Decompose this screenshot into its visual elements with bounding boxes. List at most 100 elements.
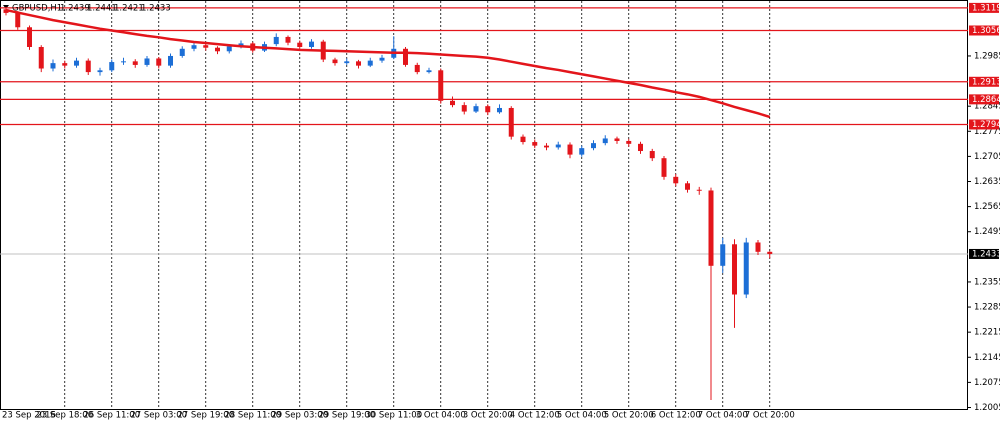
candle-body (661, 158, 667, 177)
candle-body (497, 107, 502, 113)
header-close: 1.2433 (141, 4, 171, 14)
x-tick-label: 26 Sep 11:00 (83, 411, 140, 421)
moving-average (5, 8, 771, 119)
x-tick-label: 7 Oct 04:00 (698, 411, 748, 421)
header-high: 1.2441 (87, 4, 117, 14)
candle-body (238, 43, 244, 47)
x-tick-label: 23 Sep 2016 (2, 411, 56, 421)
candle-body (696, 189, 702, 191)
candle-body (344, 61, 350, 64)
candle-body (285, 36, 291, 43)
level-label-box (969, 94, 999, 105)
candle-body (132, 61, 138, 65)
y-tick-label: 1.2355 (974, 277, 1000, 287)
candle-body (379, 57, 385, 61)
candle-body (50, 63, 56, 69)
candle-body (473, 106, 479, 112)
x-tick-label: 4 Oct 12:00 (510, 411, 560, 421)
y-tick-label: 1.2075 (974, 378, 1000, 388)
level-label: 1.2794 (972, 120, 1000, 130)
candle-body (544, 145, 549, 148)
candle-body (215, 47, 220, 52)
level-label-box (969, 76, 999, 87)
candle-body (602, 138, 608, 144)
level-label: 1.2864 (972, 95, 1000, 105)
price-label: 1.2433 (972, 249, 1000, 259)
y-tick-label: 1.2145 (974, 353, 1000, 363)
candle-body (297, 42, 303, 47)
y-tick-label: 1.2285 (974, 303, 1000, 313)
candle-body (109, 62, 115, 71)
candle-body (403, 48, 408, 65)
candle-body (579, 148, 585, 155)
x-tick-label: 5 Oct 20:00 (604, 411, 654, 421)
candle-body (15, 12, 21, 28)
candle-body (732, 244, 737, 295)
y-tick-label: 1.2005 (974, 403, 1000, 413)
plot-frame (0, 0, 968, 410)
candle-body (555, 144, 561, 148)
candle-body (121, 61, 126, 63)
candle-body (767, 251, 773, 254)
candle-body (743, 242, 749, 295)
y-tick-label: 1.2775 (974, 127, 1000, 137)
x-tick-label: 29 Sep 03:00 (271, 411, 328, 421)
candle-body (273, 36, 279, 45)
price-label-box (969, 248, 999, 259)
header-open: 1.2439 (60, 4, 90, 14)
candle-body (168, 55, 173, 66)
candle-body (367, 60, 373, 66)
x-tick-label: 6 Oct 12:00 (651, 411, 701, 421)
candle-body (97, 70, 103, 73)
candle-body (438, 70, 444, 101)
candle-body (226, 46, 232, 52)
candle-body (685, 183, 690, 190)
candle-body (38, 46, 44, 69)
candle-body (532, 142, 538, 146)
candle-body (567, 144, 573, 155)
x-tick-label: 30 Sep 11:00 (365, 411, 422, 421)
x-tick-label: 3 Oct 04:00 (416, 411, 466, 421)
y-tick-label: 1.2565 (974, 202, 1000, 212)
candle-body (62, 63, 68, 66)
candle-body (309, 41, 314, 47)
candle-body (485, 106, 491, 113)
y-tick-label: 1.2495 (974, 227, 1000, 237)
y-tick-label: 1.2635 (974, 177, 1000, 187)
x-tick-label: 23 Sep 18:00 (36, 411, 93, 421)
level-label-box (969, 25, 999, 36)
candle-body (755, 242, 761, 252)
level-label: 1.3119 (972, 3, 1000, 13)
symbol: GBPUSD,H1 (12, 4, 62, 14)
candle-body (461, 105, 467, 112)
candle-body (508, 107, 514, 137)
candle-body (414, 64, 420, 73)
y-tick-label: 1.2705 (974, 152, 1000, 162)
x-tick-label: 29 Sep 19:00 (318, 411, 375, 421)
candle-body (638, 143, 643, 152)
candle-body (720, 244, 726, 266)
candle-body (626, 140, 632, 144)
candle-body (144, 58, 150, 65)
x-tick-label: 3 Oct 20:00 (463, 411, 513, 421)
y-tick-label: 1.2985 (974, 51, 1000, 61)
candle-body (85, 60, 91, 73)
candle-body (74, 60, 79, 66)
candle-body (591, 143, 596, 149)
x-tick-label: 28 Sep 11:00 (224, 411, 281, 421)
candle-body (191, 45, 197, 49)
level-label-box (969, 119, 999, 130)
candle-body (450, 100, 455, 106)
x-tick-label: 5 Oct 04:00 (557, 411, 607, 421)
header-low: 1.2421 (114, 4, 144, 14)
candle-body (520, 136, 526, 143)
y-tick-label: 1.2215 (974, 328, 1000, 338)
level-label: 1.3056 (972, 26, 1000, 36)
candle-body (614, 138, 620, 141)
candle-body (649, 151, 655, 159)
x-tick-label: 27 Sep 03:00 (130, 411, 187, 421)
candle-body (332, 59, 338, 64)
level-label-box (969, 2, 999, 13)
candle-body (156, 58, 162, 66)
